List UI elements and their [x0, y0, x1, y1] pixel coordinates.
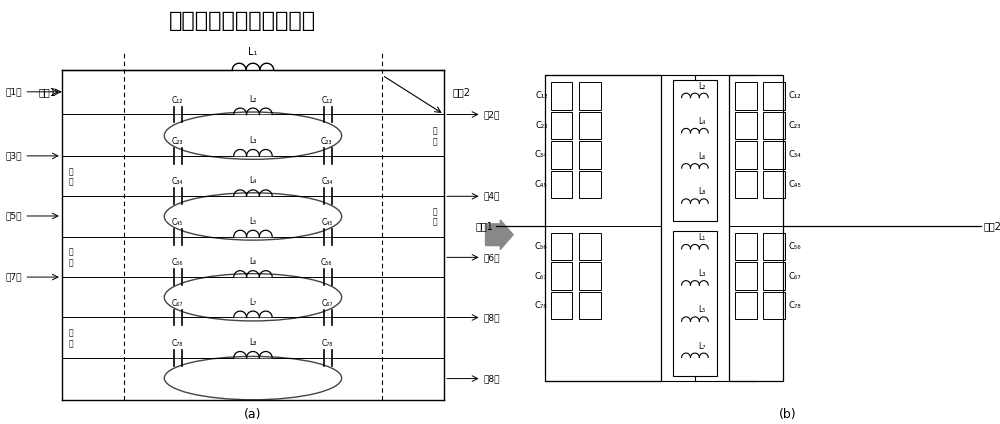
Bar: [763, 141, 785, 169]
Text: C₃₄: C₃₄: [171, 177, 183, 187]
Text: 用过孔连接不相邻的叉指: 用过孔连接不相邻的叉指: [169, 11, 316, 31]
Bar: [735, 112, 757, 139]
Text: C₃₄: C₃₄: [535, 151, 548, 159]
Bar: [735, 141, 757, 169]
Text: 第2层: 第2层: [484, 110, 500, 119]
Text: C₇₈: C₇₈: [535, 301, 548, 310]
Text: C₄₅: C₄₅: [788, 180, 801, 189]
Text: 过
孔: 过 孔: [433, 126, 438, 146]
Text: C₁₂: C₁₂: [171, 96, 183, 105]
Text: 第5层: 第5层: [6, 212, 22, 220]
Text: L₈: L₈: [249, 338, 257, 347]
Text: 第4层: 第4层: [484, 192, 500, 201]
Text: L₁: L₁: [698, 233, 705, 242]
Text: 第1层: 第1层: [6, 87, 22, 96]
Text: 第7层: 第7层: [6, 273, 22, 282]
Text: C₆₇: C₆₇: [321, 298, 333, 308]
Text: L₃: L₃: [249, 136, 257, 145]
Text: 过
孔: 过 孔: [68, 248, 73, 267]
Bar: [551, 170, 572, 198]
Text: (b): (b): [779, 407, 796, 421]
Text: C₂₃: C₂₃: [171, 137, 183, 146]
Text: L₂: L₂: [698, 82, 705, 91]
Text: L₃: L₃: [698, 269, 705, 278]
Text: L₇: L₇: [698, 342, 705, 351]
Text: L₆: L₆: [698, 152, 705, 161]
Text: C₁₂: C₁₂: [535, 91, 548, 100]
Text: C₃₄: C₃₄: [321, 177, 333, 187]
Bar: [735, 82, 757, 109]
Bar: [551, 233, 572, 260]
Bar: [763, 112, 785, 139]
Text: 第3层: 第3层: [6, 151, 22, 160]
Bar: [735, 170, 757, 198]
Text: L₂: L₂: [249, 95, 257, 103]
Bar: [579, 82, 601, 109]
Text: C₄₅: C₄₅: [535, 180, 548, 189]
Text: C₂₃: C₂₃: [321, 137, 333, 146]
Text: 端口1: 端口1: [39, 87, 57, 97]
Bar: [579, 112, 601, 139]
Text: C₂₃: C₂₃: [788, 121, 800, 130]
Text: C₄₅: C₄₅: [171, 218, 183, 227]
Bar: [579, 233, 601, 260]
Text: L₆: L₆: [249, 257, 257, 266]
FancyArrow shape: [486, 220, 513, 249]
Text: C₅₆: C₅₆: [321, 258, 333, 267]
Bar: [579, 262, 601, 290]
Bar: [551, 141, 572, 169]
Text: C₅₆: C₅₆: [171, 258, 183, 267]
Text: 第8层: 第8层: [484, 374, 500, 383]
Bar: [551, 262, 572, 290]
Bar: [763, 292, 785, 319]
Text: L₅: L₅: [698, 305, 705, 315]
Bar: [579, 170, 601, 198]
Text: 端口2: 端口2: [983, 221, 1000, 231]
Bar: [579, 292, 601, 319]
Text: C₆₇: C₆₇: [171, 298, 183, 308]
Bar: [729, 75, 783, 381]
Text: C₇₈: C₇₈: [788, 301, 801, 310]
Text: C₃₄: C₃₄: [788, 151, 801, 159]
Text: C₁₂: C₁₂: [788, 91, 801, 100]
Text: L₅: L₅: [249, 217, 257, 226]
Bar: [551, 82, 572, 109]
Text: C₇₈: C₇₈: [171, 339, 183, 348]
Text: L₄: L₄: [249, 176, 257, 185]
Bar: [735, 262, 757, 290]
Text: 过
孔: 过 孔: [433, 207, 438, 227]
Bar: [763, 170, 785, 198]
Text: C₇₈: C₇₈: [321, 339, 333, 348]
Text: C₆₇: C₆₇: [535, 272, 548, 281]
Text: C₅₆: C₅₆: [535, 242, 548, 251]
Text: 端口1: 端口1: [476, 221, 493, 231]
Text: L₇: L₇: [249, 298, 257, 307]
Bar: [735, 292, 757, 319]
Text: 过
孔: 过 孔: [68, 167, 73, 186]
Bar: [673, 231, 717, 376]
Bar: [673, 80, 717, 221]
Bar: [579, 141, 601, 169]
Text: L₈: L₈: [698, 187, 705, 196]
Text: C₆₇: C₆₇: [788, 272, 801, 281]
Text: C₁₂: C₁₂: [321, 96, 333, 105]
Bar: [763, 262, 785, 290]
Text: 第6层: 第6层: [484, 253, 500, 262]
Text: (a): (a): [244, 407, 262, 421]
Text: C₂₃: C₂₃: [535, 121, 548, 130]
Text: 过
孔: 过 孔: [68, 329, 73, 348]
Text: L₄: L₄: [698, 117, 705, 126]
Text: L₁: L₁: [248, 47, 258, 57]
Bar: [763, 82, 785, 109]
Bar: [735, 233, 757, 260]
Bar: [763, 233, 785, 260]
Text: C₅₆: C₅₆: [788, 242, 801, 251]
Text: C₄₅: C₄₅: [321, 218, 333, 227]
Text: 第8层: 第8层: [484, 313, 500, 322]
Bar: [545, 75, 661, 381]
Text: 端口2: 端口2: [452, 87, 470, 97]
Bar: [551, 112, 572, 139]
Bar: [551, 292, 572, 319]
